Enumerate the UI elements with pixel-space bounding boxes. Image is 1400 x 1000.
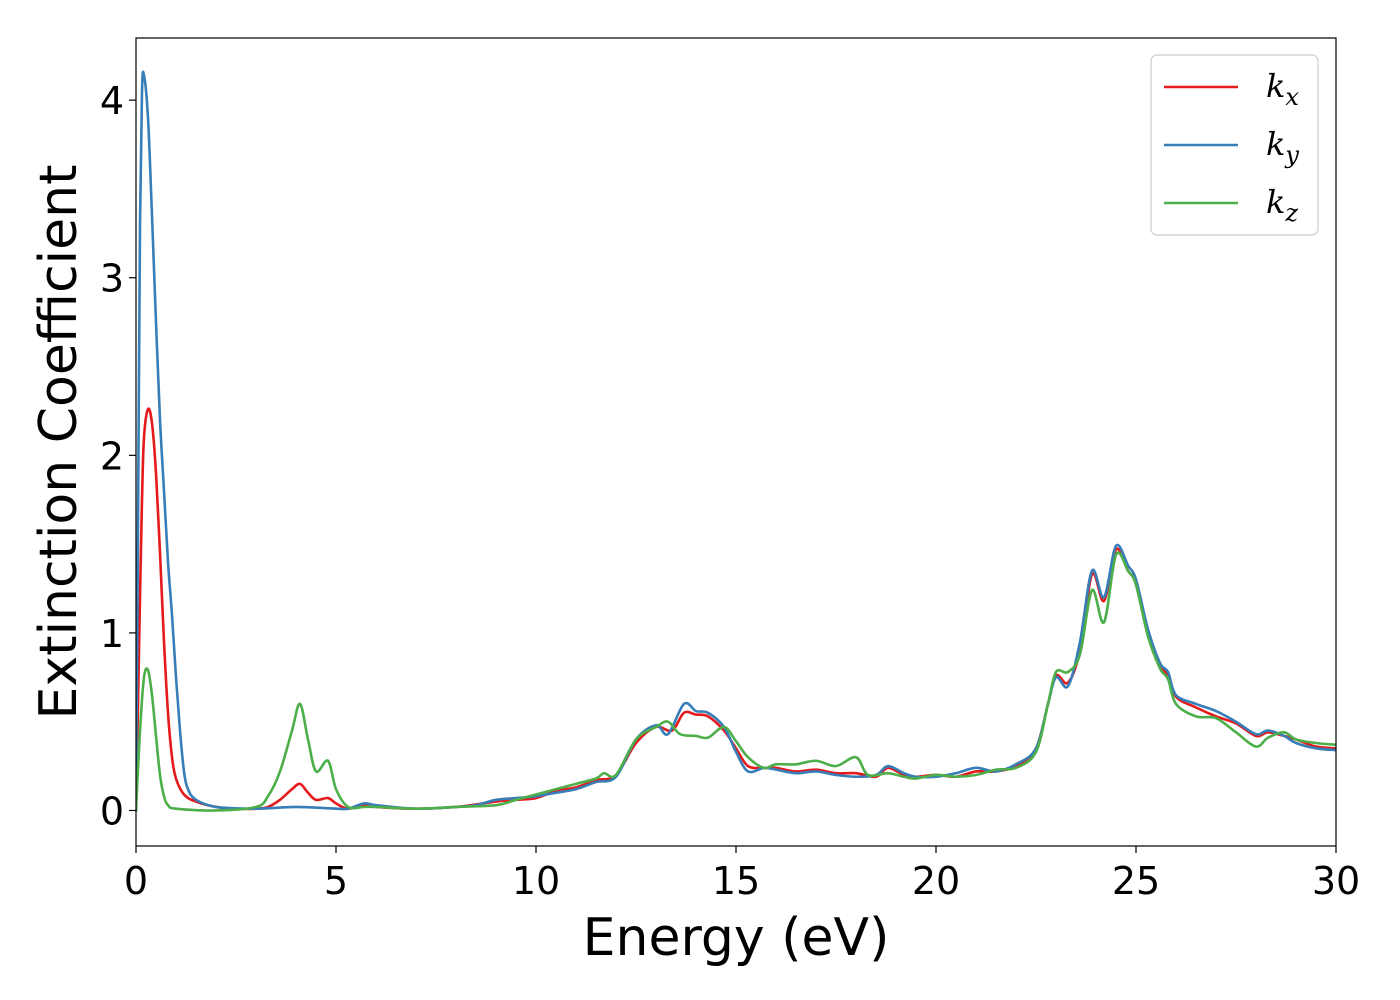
y-tick-label: 4 — [100, 79, 124, 123]
x-axis: 0 5 10 15 20 25 30 — [124, 846, 1360, 903]
x-tick-label: 10 — [512, 859, 560, 903]
x-tick-label: 25 — [1112, 859, 1160, 903]
x-tick-label: 15 — [712, 859, 760, 903]
legend-label-base: k — [1266, 183, 1285, 221]
y-axis-title: Extinction Coefficient — [29, 165, 89, 720]
series-line-kz — [136, 551, 1336, 812]
x-tick-label: 20 — [912, 859, 960, 903]
legend-label-base: k — [1266, 125, 1285, 163]
y-tick-label: 3 — [100, 257, 124, 301]
legend-label-subscript: x — [1285, 83, 1299, 111]
x-tick-label: 0 — [124, 859, 148, 903]
y-tick-label: 1 — [100, 612, 124, 656]
legend-label-subscript: y — [1284, 141, 1299, 169]
legend-label-ky: ky — [1266, 125, 1299, 169]
legend-label-kz: kz — [1266, 183, 1298, 227]
legend-label-subscript: z — [1284, 199, 1298, 227]
series-line-ky — [136, 70, 1336, 812]
y-tick-label: 2 — [100, 434, 124, 478]
y-axis: 0 1 2 3 4 — [100, 79, 136, 833]
series-layer — [136, 70, 1336, 812]
y-tick-label: 0 — [100, 789, 124, 833]
x-tick-label: 30 — [1312, 859, 1360, 903]
legend-label-kx: kx — [1266, 67, 1299, 111]
x-tick-label: 5 — [324, 859, 348, 903]
legend-label-base: k — [1266, 67, 1285, 105]
x-axis-title: Energy (eV) — [583, 908, 890, 968]
